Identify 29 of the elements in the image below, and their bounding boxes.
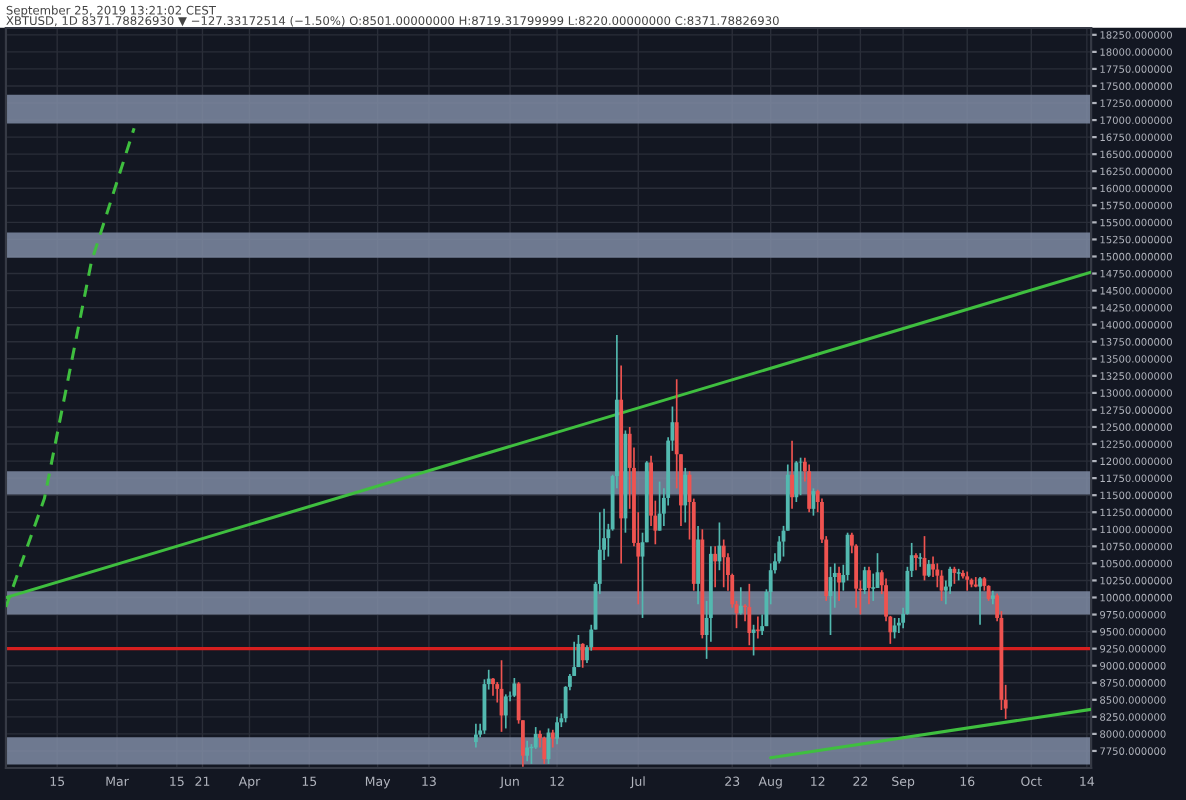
candlestick bbox=[717, 521, 722, 572]
candlestick bbox=[837, 565, 841, 602]
candlestick bbox=[657, 480, 662, 532]
candlestick bbox=[580, 642, 585, 669]
candlestick bbox=[973, 576, 978, 589]
candlestick bbox=[525, 739, 530, 763]
candlestick bbox=[807, 463, 812, 514]
candlestick bbox=[696, 525, 700, 606]
candlestick bbox=[751, 623, 756, 657]
candlestick bbox=[555, 716, 559, 745]
candlestick bbox=[939, 569, 944, 602]
candlestick bbox=[811, 487, 816, 517]
candlestick bbox=[790, 439, 794, 510]
candlestick bbox=[683, 467, 688, 524]
candlestick bbox=[867, 565, 871, 606]
candlestick bbox=[862, 565, 867, 595]
candlestick bbox=[892, 617, 897, 640]
candlestick bbox=[473, 722, 478, 749]
candlestick bbox=[914, 552, 918, 572]
candlestick bbox=[738, 586, 743, 616]
candlestick bbox=[721, 538, 726, 589]
candlestick bbox=[965, 570, 970, 592]
candlestick bbox=[713, 545, 718, 589]
candlestick bbox=[503, 693, 508, 730]
candlestick bbox=[794, 460, 799, 503]
candlestick bbox=[542, 735, 547, 765]
candlestick bbox=[978, 576, 982, 626]
candlestick bbox=[747, 583, 752, 647]
candlestick bbox=[512, 677, 517, 698]
